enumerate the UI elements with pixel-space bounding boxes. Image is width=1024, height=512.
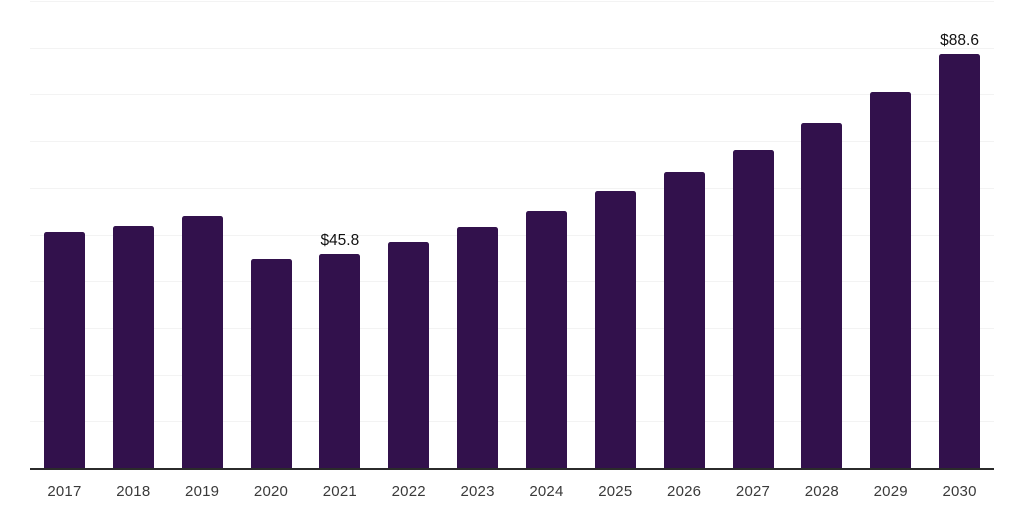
bar-2023 bbox=[457, 227, 499, 468]
bar-2019 bbox=[181, 215, 223, 468]
gridline-40 bbox=[30, 281, 994, 283]
x-tick-label-2022: 2022 bbox=[391, 483, 426, 500]
gridline-90 bbox=[30, 47, 994, 49]
bar-2027 bbox=[732, 149, 774, 468]
x-tick-label-2029: 2029 bbox=[873, 483, 908, 500]
bar-2022 bbox=[388, 242, 430, 468]
gridline-50 bbox=[30, 234, 994, 236]
x-tick-label-2026: 2026 bbox=[667, 483, 702, 500]
bar-2029 bbox=[870, 91, 912, 468]
x-tick-label-2025: 2025 bbox=[598, 483, 633, 500]
gridline-10 bbox=[30, 421, 994, 423]
x-tick-label-2017: 2017 bbox=[47, 483, 82, 500]
x-axis-line bbox=[30, 468, 994, 470]
gridline-20 bbox=[30, 374, 994, 376]
bar-2024 bbox=[525, 210, 567, 468]
bar-2030 bbox=[939, 54, 981, 468]
gridline-30 bbox=[30, 327, 994, 329]
x-tick-label-2024: 2024 bbox=[529, 483, 564, 500]
x-tick-label-2018: 2018 bbox=[116, 483, 151, 500]
x-tick-label-2023: 2023 bbox=[460, 483, 495, 500]
x-tick-label-2028: 2028 bbox=[804, 483, 839, 500]
gridline-100 bbox=[30, 1, 994, 2]
gridline-70 bbox=[30, 141, 994, 143]
data-label-2021: $45.8 bbox=[320, 232, 360, 250]
gridline-60 bbox=[30, 187, 994, 189]
x-tick-label-2030: 2030 bbox=[942, 483, 977, 500]
bar-2021 bbox=[319, 254, 361, 468]
bar-2018 bbox=[112, 225, 154, 468]
x-tick-label-2020: 2020 bbox=[253, 483, 289, 500]
bar-2028 bbox=[801, 123, 843, 468]
x-tick-label-2021: 2021 bbox=[322, 483, 357, 500]
bar-2026 bbox=[663, 171, 705, 468]
bar-2017 bbox=[43, 231, 85, 468]
x-tick-label-2019: 2019 bbox=[185, 483, 220, 500]
bar-2020 bbox=[250, 258, 292, 468]
gridline-80 bbox=[30, 94, 994, 96]
data-label-2030: $88.6 bbox=[940, 32, 979, 50]
bar-2025 bbox=[594, 191, 636, 468]
x-tick-label-2027: 2027 bbox=[735, 483, 771, 500]
